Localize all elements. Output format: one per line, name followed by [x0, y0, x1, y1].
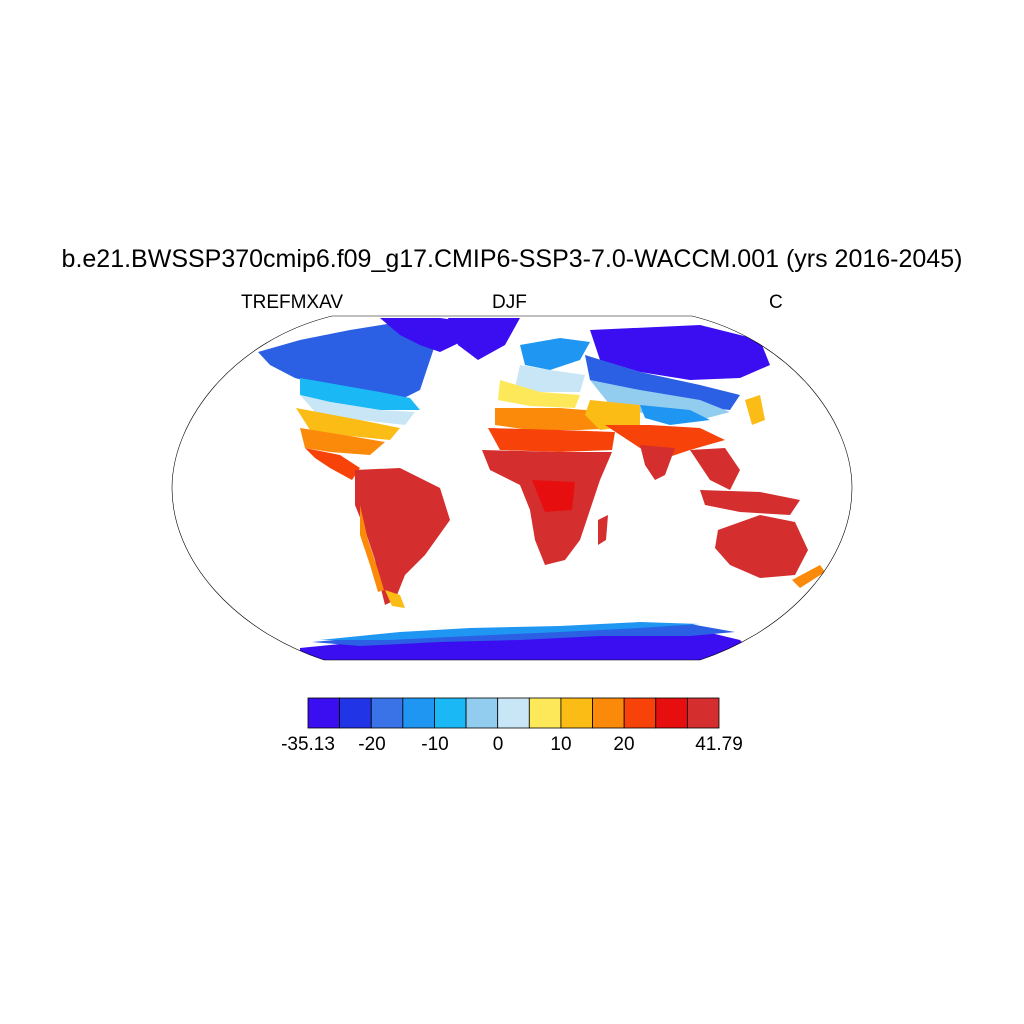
land-greenland	[448, 318, 520, 360]
land-antarctica-coast	[320, 622, 700, 640]
land-tibet	[640, 405, 710, 425]
colorbar-swatch	[339, 697, 372, 729]
land-southeast-asia	[690, 448, 740, 490]
colorbar-tick-label: -10	[421, 734, 449, 755]
land-antarctica-edge	[312, 624, 735, 646]
colorbar-swatch	[686, 697, 720, 729]
colorbar-swatch	[402, 697, 435, 729]
land-europe-cool	[515, 365, 585, 392]
colorbar-swatch	[655, 697, 688, 729]
colorbar-tick-label: 41.79	[695, 734, 743, 755]
land-sahara	[488, 428, 615, 452]
land-australia	[715, 515, 808, 578]
map-land	[258, 318, 825, 660]
colorbar-swatch	[623, 697, 657, 729]
land-europe-south	[498, 380, 580, 408]
land-canada-arctic	[380, 318, 470, 352]
land-central-asia-cool	[590, 380, 730, 420]
land-patagonia	[385, 590, 405, 608]
colorbar-swatch	[560, 697, 593, 729]
plot-title: b.e21.BWSSP370cmip6.f09_g17.CMIP6-SSP3-7…	[61, 245, 963, 273]
land-india	[640, 445, 675, 480]
colorbar-tick-label: -20	[358, 734, 386, 755]
land-africa-band	[532, 480, 575, 512]
map-outline	[171, 315, 853, 661]
colorbar-swatch	[497, 697, 530, 729]
land-north-america-north	[258, 322, 440, 400]
land-middle-east	[585, 400, 640, 430]
land-north-america-cool	[300, 395, 415, 425]
colorbar-swatch	[434, 697, 467, 729]
colorbar-swatch	[528, 697, 562, 729]
land-south-asia	[605, 425, 725, 460]
land-indonesia	[700, 490, 800, 515]
land-north-america-warm	[296, 408, 400, 440]
land-north-america-hot	[300, 428, 385, 455]
land-south-america	[355, 468, 450, 605]
season-label: DJF	[492, 292, 527, 313]
land-mexico	[305, 448, 360, 480]
land-central-asia-cold	[585, 355, 740, 410]
colorbar-swatch	[465, 697, 499, 729]
units-label: C	[769, 292, 783, 313]
colorbar-tick-label: -35.13	[281, 734, 335, 755]
colorbar-tick-label: 20	[613, 734, 635, 755]
land-japan	[745, 395, 765, 425]
colorbar-tick-label: 10	[550, 734, 572, 755]
land-south-america-andes	[360, 505, 384, 592]
colorbar	[307, 697, 720, 729]
variable-label: TREFMXAV	[241, 292, 344, 313]
land-siberia	[590, 325, 770, 380]
land-europe-north	[520, 338, 590, 370]
land-new-zealand	[792, 565, 825, 588]
land-madagascar	[598, 515, 608, 545]
colorbar-tick-label: 0	[492, 734, 504, 755]
colorbar-swatch	[307, 697, 341, 729]
colorbar-swatch	[370, 697, 404, 729]
colorbar-swatch	[592, 697, 625, 729]
